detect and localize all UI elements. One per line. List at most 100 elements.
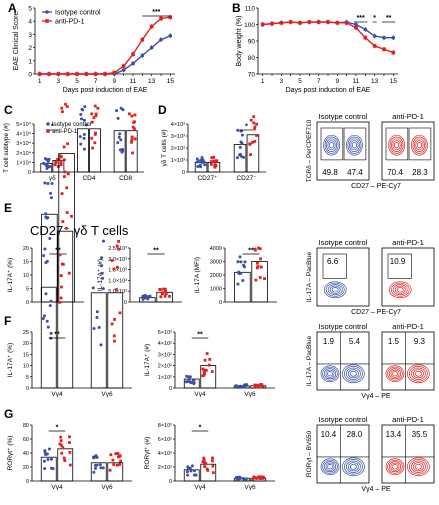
bar-pd1 — [58, 153, 75, 303]
dot-ctrl — [189, 381, 193, 385]
dot-ctrl — [191, 379, 195, 383]
sig-label: ** — [386, 15, 392, 22]
dot-pd1 — [68, 435, 71, 439]
x-tick-label: Vγ6 — [244, 391, 256, 398]
dot-pd1 — [58, 300, 62, 304]
x-tick-label: 15 — [167, 78, 175, 85]
contour-ring — [407, 364, 430, 384]
y-tick-label: 6×10² — [158, 437, 172, 443]
dot-pd1 — [63, 170, 67, 174]
dot-pd1 — [116, 455, 120, 459]
dot-ctrl — [44, 292, 48, 296]
dot-pd1 — [116, 265, 119, 269]
dot-pd1 — [168, 294, 171, 298]
contour-ring — [327, 284, 343, 296]
dot-pd1 — [133, 137, 137, 141]
contour-ring — [325, 369, 335, 378]
contour-ring — [396, 287, 404, 293]
dot-pd1 — [93, 104, 97, 108]
dot-ctrl — [196, 164, 200, 168]
dot-pd1 — [64, 226, 68, 230]
contour-ring — [414, 463, 422, 470]
y-tick-label: 40 — [23, 451, 29, 457]
dot-pd1 — [255, 383, 259, 387]
series-line-0 — [39, 35, 171, 75]
flow-value: 47.4 — [347, 168, 363, 177]
dot-pd1 — [131, 151, 135, 155]
dot-pd1 — [60, 192, 64, 196]
data-point — [372, 44, 377, 48]
dot-pd1 — [248, 142, 252, 146]
contour-ring — [414, 370, 422, 377]
dot-ctrl — [238, 153, 242, 157]
dot-ctrl — [49, 299, 53, 303]
y-tick-label: 0 — [219, 300, 222, 306]
bar-ctrl — [233, 477, 250, 482]
dot-ctrl — [236, 282, 240, 286]
legend-label-ctrl: Isotype control — [52, 122, 91, 128]
contour-ring — [387, 459, 403, 474]
dot-pd1 — [260, 383, 264, 386]
dot-ctrl — [92, 470, 96, 474]
dot-ctrl — [118, 132, 122, 136]
x-tick-label: 13 — [148, 78, 156, 85]
dot-pd1 — [203, 460, 206, 464]
data-point — [121, 68, 126, 72]
dot-pd1 — [53, 163, 57, 166]
y-axis-label: RORγt⁺ (#) — [144, 437, 151, 470]
y-axis-label: Body weight (%) — [236, 16, 243, 67]
contour-ring — [326, 138, 338, 152]
dot-ctrl — [81, 108, 85, 112]
data-point — [372, 34, 377, 38]
dot-pd1 — [119, 459, 123, 463]
dot-ctrl — [44, 163, 48, 167]
dot-ctrl — [236, 260, 240, 264]
y-tick-label: 60 — [23, 437, 29, 443]
flow-x-label: Vγ4 – PE — [361, 486, 391, 493]
bar-ctrl — [40, 456, 57, 482]
contour-ring — [327, 140, 336, 151]
dot-ctrl — [49, 196, 53, 200]
dot-pd1 — [161, 292, 165, 295]
dot-pd1 — [256, 265, 260, 268]
dot-ctrl — [240, 133, 244, 137]
dot-pd1 — [258, 276, 262, 280]
contour-ring — [349, 370, 357, 377]
data-point — [316, 20, 321, 24]
contour-ring — [388, 368, 402, 380]
y-axis-label: IL-17A (MFI) — [194, 257, 201, 293]
contour-ring — [328, 142, 335, 149]
dot-pd1 — [67, 271, 71, 275]
bar-ctrl — [90, 462, 107, 482]
dot-pd1 — [159, 288, 162, 291]
dot-pd1 — [262, 476, 265, 480]
dot-ctrl — [244, 383, 248, 387]
dot-ctrl — [148, 294, 152, 298]
contour-ring — [387, 366, 403, 381]
bar-ctrl — [90, 292, 107, 389]
dot-ctrl — [49, 331, 53, 335]
data-point — [112, 70, 117, 75]
dot-ctrl — [95, 463, 99, 467]
y-tick-label: 5×10⁴ — [16, 121, 31, 128]
flow-title-0: Isotype control — [319, 322, 368, 331]
dot-pd1 — [58, 154, 62, 158]
dot-pd1 — [205, 352, 209, 355]
flow-plot-frame — [381, 424, 435, 484]
dot-pd1 — [207, 363, 211, 367]
dot-pd1 — [255, 477, 259, 480]
bar-pd1 — [57, 448, 74, 482]
dot-pd1 — [109, 453, 113, 457]
flow-value: 49.8 — [322, 168, 338, 177]
dot-ctrl — [192, 469, 196, 473]
dot-pd1 — [59, 162, 63, 165]
panel-letter-C: C — [4, 103, 13, 117]
x-axis-label: Days post induction of EAE — [286, 87, 371, 94]
dot-pd1 — [66, 142, 69, 146]
dot-pd1 — [111, 458, 115, 462]
dot-ctrl — [239, 260, 243, 264]
contour-ring — [392, 284, 408, 296]
dot-ctrl — [41, 317, 45, 321]
dot-pd1 — [133, 113, 137, 117]
dot-ctrl — [200, 155, 204, 159]
